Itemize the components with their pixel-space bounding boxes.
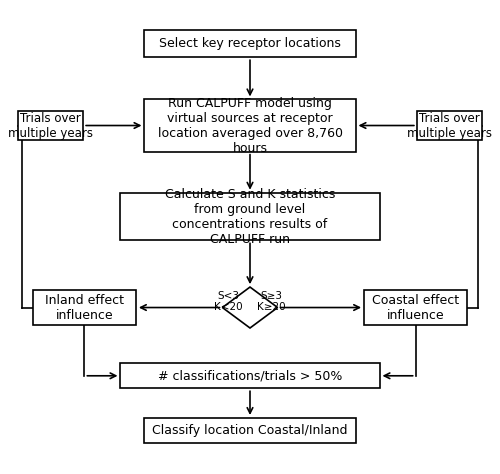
Text: # classifications/trials > 50%: # classifications/trials > 50% (158, 369, 342, 383)
Text: Trials over
multiple years: Trials over multiple years (406, 111, 492, 139)
FancyBboxPatch shape (144, 30, 356, 57)
FancyBboxPatch shape (18, 111, 83, 140)
Text: S<3
K<20: S<3 K<20 (214, 291, 242, 312)
Polygon shape (222, 287, 278, 328)
FancyBboxPatch shape (417, 111, 482, 140)
FancyBboxPatch shape (33, 291, 136, 325)
Text: Trials over
multiple years: Trials over multiple years (8, 111, 93, 139)
Text: Classify location Coastal/Inland: Classify location Coastal/Inland (152, 424, 348, 437)
FancyBboxPatch shape (144, 100, 356, 152)
FancyBboxPatch shape (120, 363, 380, 388)
Text: Run CALPUFF model using
virtual sources at receptor
location averaged over 8,760: Run CALPUFF model using virtual sources … (158, 97, 342, 155)
Text: Inland effect
influence: Inland effect influence (45, 293, 124, 321)
Text: Select key receptor locations: Select key receptor locations (159, 37, 341, 50)
Text: Coastal effect
influence: Coastal effect influence (372, 293, 459, 321)
Text: Calculate S and K statistics
from ground level
concentrations results of
CALPUFF: Calculate S and K statistics from ground… (165, 188, 335, 246)
FancyBboxPatch shape (144, 418, 356, 443)
FancyBboxPatch shape (120, 192, 380, 240)
Text: S≥3
K≥20: S≥3 K≥20 (258, 291, 286, 312)
FancyBboxPatch shape (364, 291, 467, 325)
